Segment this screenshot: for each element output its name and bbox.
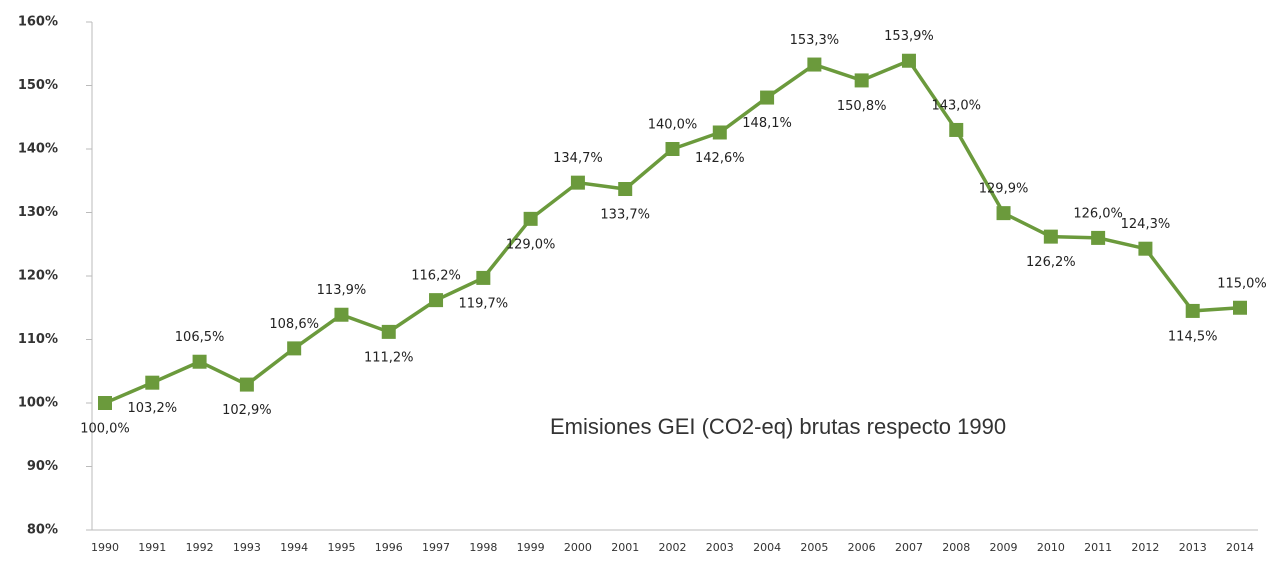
value-label: 150,8% [837, 99, 887, 114]
marker [429, 293, 444, 308]
value-label: 113,9% [317, 283, 367, 298]
value-label: 114,5% [1168, 329, 1218, 344]
value-label: 119,7% [459, 296, 509, 311]
x-tick-label: 2000 [564, 541, 592, 554]
value-label: 142,6% [695, 151, 745, 166]
x-tick-label: 2012 [1131, 541, 1159, 554]
value-label: 129,0% [506, 237, 556, 252]
marker [523, 211, 538, 226]
marker [1233, 300, 1247, 315]
value-label: 126,2% [1026, 255, 1076, 270]
x-tick-label: 2007 [895, 541, 923, 554]
series-label: Emisiones GEI (CO2-eq) brutas respecto 1… [550, 414, 1006, 439]
x-tick-label: 1997 [422, 541, 450, 554]
y-tick-label: 100% [18, 396, 58, 411]
marker [665, 142, 680, 156]
x-tick-label: 1991 [138, 541, 166, 554]
x-tick-label: 2014 [1226, 541, 1254, 554]
value-label: 134,7% [553, 151, 603, 166]
x-tick-label: 1992 [186, 541, 214, 554]
marker [1043, 229, 1058, 244]
x-tick-label: 2001 [611, 541, 639, 554]
x-tick-label: 2006 [848, 541, 876, 554]
x-tick-label: 2005 [800, 541, 828, 554]
x-tick-label: 2008 [942, 541, 970, 554]
value-label: 126,0% [1073, 206, 1123, 221]
marker [996, 206, 1011, 221]
value-label: 106,5% [175, 330, 225, 345]
y-tick-label: 160% [18, 15, 58, 30]
y-tick-label: 90% [27, 459, 58, 474]
marker [145, 375, 160, 390]
marker [334, 307, 349, 322]
value-label: 111,2% [364, 350, 414, 365]
y-tick-label: 120% [18, 269, 58, 284]
value-label: 116,2% [411, 269, 461, 284]
marker [1091, 230, 1106, 245]
x-tick-label: 2004 [753, 541, 781, 554]
marker [618, 182, 633, 197]
line [104, 58, 1241, 405]
x-tick-label: 1990 [91, 541, 119, 554]
marker [98, 396, 112, 410]
value-label: 108,6% [269, 317, 319, 332]
marker [1138, 241, 1153, 256]
marker [712, 125, 727, 140]
value-label: 129,9% [979, 182, 1029, 197]
marker [287, 341, 302, 356]
y-tick-label: 110% [18, 332, 58, 347]
value-label: 153,3% [790, 33, 840, 48]
value-label: 143,0% [931, 98, 981, 113]
y-tick-label: 140% [18, 142, 58, 157]
value-label: 103,2% [128, 401, 178, 416]
marker [760, 90, 775, 105]
marker [192, 354, 207, 369]
marker [239, 377, 254, 392]
x-tick-label: 2013 [1179, 541, 1207, 554]
x-tick-label: 2003 [706, 541, 734, 554]
x-tick-label: 1999 [517, 541, 545, 554]
value-label: 115,0% [1217, 276, 1267, 291]
marker [570, 175, 585, 190]
marker [381, 324, 396, 339]
value-label: 133,7% [600, 208, 650, 223]
x-tick-label: 2002 [659, 541, 687, 554]
marker [949, 122, 964, 137]
y-tick-label: 80% [27, 523, 58, 538]
y-tick-label: 150% [18, 78, 58, 93]
marker [807, 57, 822, 72]
marker [1185, 303, 1200, 318]
value-label: 148,1% [742, 116, 792, 131]
x-tick-label: 2010 [1037, 541, 1065, 554]
y-tick-label: 130% [18, 205, 58, 220]
x-tick-label: 2009 [990, 541, 1018, 554]
value-label: 100,0% [80, 422, 130, 437]
marker [854, 73, 869, 88]
x-tick-label: 1998 [469, 541, 497, 554]
value-label: 140,0% [648, 118, 698, 133]
x-tick-label: 2011 [1084, 541, 1112, 554]
value-label: 153,9% [884, 29, 934, 44]
x-tick-label: 1996 [375, 541, 403, 554]
x-tick-label: 1993 [233, 541, 261, 554]
x-tick-label: 1995 [327, 541, 355, 554]
x-tick-label: 1994 [280, 541, 308, 554]
marker [476, 270, 491, 285]
value-label: 124,3% [1121, 217, 1171, 232]
marker [901, 53, 916, 68]
value-label: 102,9% [222, 403, 272, 418]
